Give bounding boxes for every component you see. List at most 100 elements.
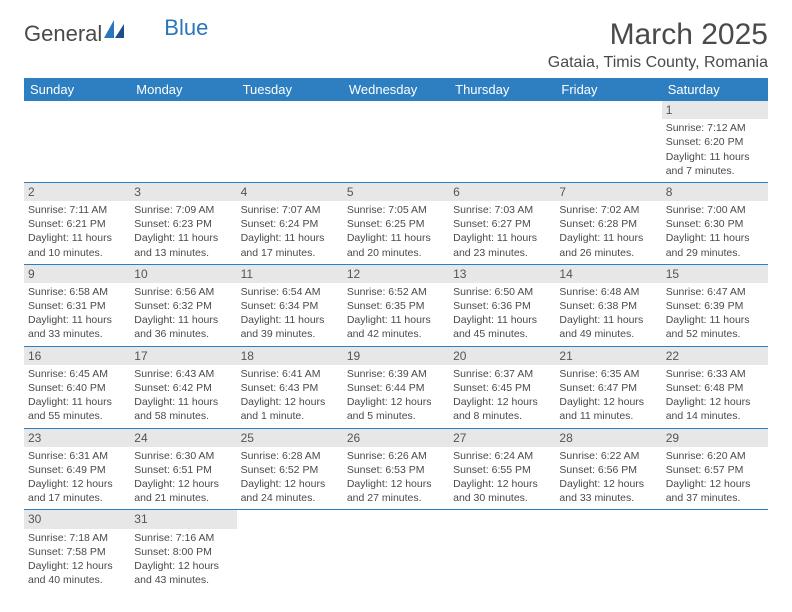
daylight-text: and 10 minutes. xyxy=(28,246,126,260)
daylight-text: Daylight: 11 hours xyxy=(666,150,764,164)
calendar-cell: 2Sunrise: 7:11 AMSunset: 6:21 PMDaylight… xyxy=(24,182,130,264)
daylight-text: and 14 minutes. xyxy=(666,409,764,423)
calendar-cell xyxy=(555,101,661,182)
calendar-cell: 10Sunrise: 6:56 AMSunset: 6:32 PMDayligh… xyxy=(130,264,236,346)
daylight-text: and 33 minutes. xyxy=(559,491,657,505)
daylight-text: Daylight: 12 hours xyxy=(28,559,126,573)
sunrise-text: Sunrise: 7:00 AM xyxy=(666,203,764,217)
logo-sail-icon xyxy=(104,18,126,44)
weekday-header: Saturday xyxy=(662,78,768,101)
day-number: 9 xyxy=(24,265,130,283)
calendar-cell: 30 Sunrise: 7:18 AMSunset: 7:58 PMDayligh… xyxy=(24,510,130,591)
daylight-text: and 13 minutes. xyxy=(134,246,232,260)
calendar-cell xyxy=(555,510,661,591)
calendar-table: Sunday Monday Tuesday Wednesday Thursday… xyxy=(24,78,768,591)
sunset-text: Sunset: 6:47 PM xyxy=(559,381,657,395)
sunrise-text: Sunrise: 7:12 AM xyxy=(666,121,764,135)
calendar-row: 30 Sunrise: 7:18 AMSunset: 7:58 PMDayligh… xyxy=(24,510,768,591)
daylight-text: Daylight: 11 hours xyxy=(28,231,126,245)
calendar-cell: 7Sunrise: 7:02 AMSunset: 6:28 PMDaylight… xyxy=(555,182,661,264)
daylight-text: and 17 minutes. xyxy=(241,246,339,260)
daylight-text: Daylight: 11 hours xyxy=(559,313,657,327)
calendar-cell: 18Sunrise: 6:41 AMSunset: 6:43 PMDayligh… xyxy=(237,346,343,428)
day-number: 14 xyxy=(555,265,661,283)
daylight-text: and 30 minutes. xyxy=(453,491,551,505)
daylight-text: and 42 minutes. xyxy=(347,327,445,341)
calendar-cell: 17Sunrise: 6:43 AMSunset: 6:42 PMDayligh… xyxy=(130,346,236,428)
sunset-text: Sunset: 6:28 PM xyxy=(559,217,657,231)
weekday-header-row: Sunday Monday Tuesday Wednesday Thursday… xyxy=(24,78,768,101)
calendar-cell: 11Sunrise: 6:54 AMSunset: 6:34 PMDayligh… xyxy=(237,264,343,346)
calendar-cell: 22Sunrise: 6:33 AMSunset: 6:48 PMDayligh… xyxy=(662,346,768,428)
sunset-text: Sunset: 6:38 PM xyxy=(559,299,657,313)
sunset-text: Sunset: 6:27 PM xyxy=(453,217,551,231)
daylight-text: Daylight: 11 hours xyxy=(134,231,232,245)
sunrise-text: Sunrise: 6:37 AM xyxy=(453,367,551,381)
daylight-text: and 39 minutes. xyxy=(241,327,339,341)
sunset-text: Sunset: 6:57 PM xyxy=(666,463,764,477)
logo: GeneralBlue xyxy=(24,18,208,50)
daylight-text: Daylight: 12 hours xyxy=(666,395,764,409)
sunset-text: Sunset: 6:25 PM xyxy=(347,217,445,231)
sunset-text: Sunset: 7:58 PM xyxy=(28,545,126,559)
sunrise-text: Sunrise: 6:43 AM xyxy=(134,367,232,381)
day-number: 18 xyxy=(237,347,343,365)
calendar-cell: 19Sunrise: 6:39 AMSunset: 6:44 PMDayligh… xyxy=(343,346,449,428)
logo-text-blue: Blue xyxy=(164,15,208,41)
calendar-cell xyxy=(449,510,555,591)
daylight-text: and 45 minutes. xyxy=(453,327,551,341)
day-number: 15 xyxy=(662,265,768,283)
sunrise-text: Sunrise: 7:03 AM xyxy=(453,203,551,217)
calendar-body: 1Sunrise: 7:12 AMSunset: 6:20 PMDaylight… xyxy=(24,101,768,591)
daylight-text: Daylight: 12 hours xyxy=(241,477,339,491)
day-number: 13 xyxy=(449,265,555,283)
sunrise-text: Sunrise: 6:47 AM xyxy=(666,285,764,299)
day-number: 4 xyxy=(237,183,343,201)
weekday-header: Tuesday xyxy=(237,78,343,101)
calendar-cell: 31Sunrise: 7:16 AMSunset: 8:00 PMDayligh… xyxy=(130,510,236,591)
daylight-text: and 29 minutes. xyxy=(666,246,764,260)
calendar-cell: 6Sunrise: 7:03 AMSunset: 6:27 PMDaylight… xyxy=(449,182,555,264)
sunrise-text: Sunrise: 7:18 AM xyxy=(28,531,126,545)
weekday-header: Wednesday xyxy=(343,78,449,101)
day-number: 30 xyxy=(24,510,130,528)
calendar-cell: 28Sunrise: 6:22 AMSunset: 6:56 PMDayligh… xyxy=(555,428,661,510)
daylight-text: and 27 minutes. xyxy=(347,491,445,505)
daylight-text: Daylight: 11 hours xyxy=(28,395,126,409)
sunset-text: Sunset: 6:39 PM xyxy=(666,299,764,313)
sunset-text: Sunset: 6:44 PM xyxy=(347,381,445,395)
daylight-text: Daylight: 11 hours xyxy=(134,395,232,409)
sunset-text: Sunset: 6:36 PM xyxy=(453,299,551,313)
weekday-header: Monday xyxy=(130,78,236,101)
daylight-text: and 24 minutes. xyxy=(241,491,339,505)
sunrise-text: Sunrise: 7:09 AM xyxy=(134,203,232,217)
day-number: 22 xyxy=(662,347,768,365)
daylight-text: and 17 minutes. xyxy=(28,491,126,505)
day-number: 10 xyxy=(130,265,236,283)
sunrise-text: Sunrise: 6:50 AM xyxy=(453,285,551,299)
day-number: 8 xyxy=(662,183,768,201)
day-number: 21 xyxy=(555,347,661,365)
day-number: 26 xyxy=(343,429,449,447)
sunrise-text: Sunrise: 6:31 AM xyxy=(28,449,126,463)
day-number: 28 xyxy=(555,429,661,447)
calendar-cell: 25Sunrise: 6:28 AMSunset: 6:52 PMDayligh… xyxy=(237,428,343,510)
daylight-text: Daylight: 12 hours xyxy=(347,477,445,491)
daylight-text: Daylight: 12 hours xyxy=(559,395,657,409)
calendar-row: 2Sunrise: 7:11 AMSunset: 6:21 PMDaylight… xyxy=(24,182,768,264)
calendar-cell: 13Sunrise: 6:50 AMSunset: 6:36 PMDayligh… xyxy=(449,264,555,346)
day-number: 25 xyxy=(237,429,343,447)
calendar-cell: 20Sunrise: 6:37 AMSunset: 6:45 PMDayligh… xyxy=(449,346,555,428)
calendar-cell: 14Sunrise: 6:48 AMSunset: 6:38 PMDayligh… xyxy=(555,264,661,346)
weekday-header: Friday xyxy=(555,78,661,101)
sunset-text: Sunset: 6:40 PM xyxy=(28,381,126,395)
sunrise-text: Sunrise: 6:39 AM xyxy=(347,367,445,381)
sunset-text: Sunset: 8:00 PM xyxy=(134,545,232,559)
sunset-text: Sunset: 6:21 PM xyxy=(28,217,126,231)
daylight-text: Daylight: 11 hours xyxy=(666,231,764,245)
calendar-cell: 16Sunrise: 6:45 AMSunset: 6:40 PMDayligh… xyxy=(24,346,130,428)
day-number: 24 xyxy=(130,429,236,447)
day-number: 23 xyxy=(24,429,130,447)
daylight-text: Daylight: 11 hours xyxy=(347,231,445,245)
daylight-text: and 55 minutes. xyxy=(28,409,126,423)
